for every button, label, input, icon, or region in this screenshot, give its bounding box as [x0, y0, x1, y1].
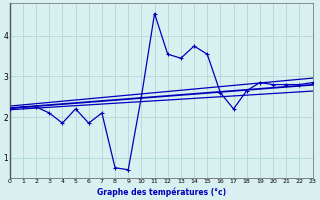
X-axis label: Graphe des températures (°c): Graphe des températures (°c) [97, 187, 226, 197]
